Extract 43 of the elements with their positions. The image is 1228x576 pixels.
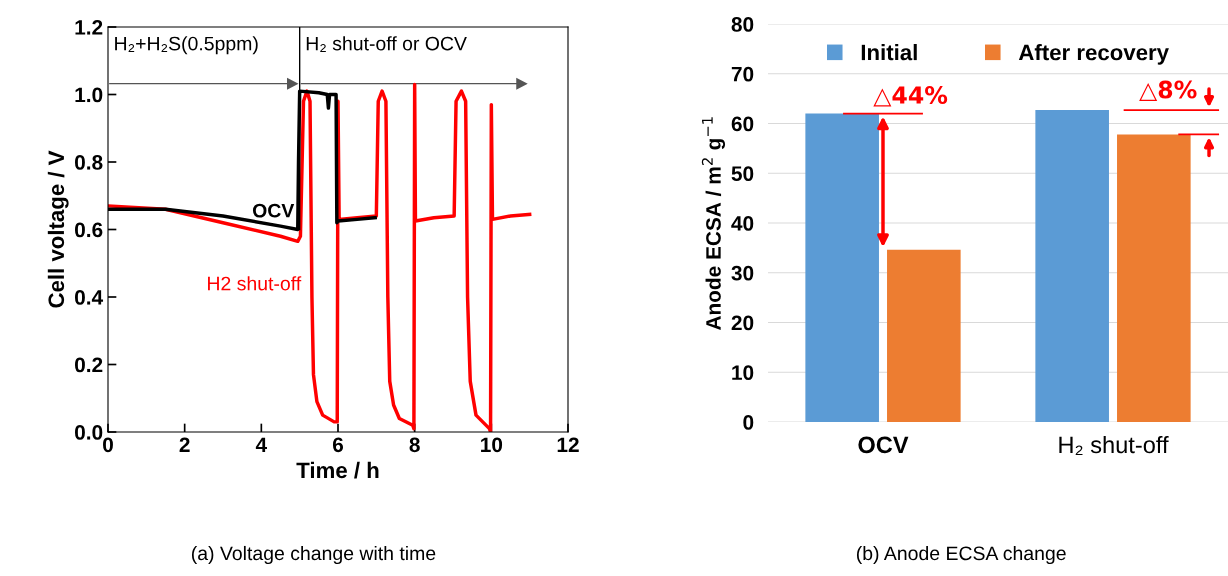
y-tick-label: 0.8 <box>75 155 103 170</box>
y-tick-label: 50 <box>731 166 754 181</box>
y-tick-label: 60 <box>731 116 754 132</box>
x-axis-title: Time / h <box>296 461 379 479</box>
x-tick-label: 10 <box>481 437 503 453</box>
bar <box>887 249 961 422</box>
y-tick-label: 10 <box>732 365 754 380</box>
annotation: H₂+H₂S(0.5ppm) <box>115 36 258 55</box>
series-label: H2 shut-off <box>208 276 302 291</box>
annotation: △8% <box>1139 80 1197 102</box>
text: (b) Anode ECSA change <box>856 545 1066 565</box>
y-tick-label: 0.4 <box>75 290 104 305</box>
legend-label: After recovery <box>1018 44 1169 65</box>
y-tick-label: 70 <box>731 66 754 82</box>
line-series <box>108 82 532 432</box>
y-tick-label: 1.0 <box>75 87 103 103</box>
y-tick-label: 0.6 <box>75 222 103 238</box>
bar <box>805 113 879 422</box>
x-tick-label: H₂ shut-off <box>1059 435 1169 456</box>
y-tick-label: 80 <box>731 17 754 32</box>
y-tick-label: 30 <box>731 265 754 281</box>
bar <box>1117 134 1191 422</box>
text: (a) Voltage change with time <box>191 545 436 565</box>
x-tick-label: OCV <box>858 436 909 454</box>
series-label: OCV <box>252 203 295 218</box>
y-tick-label: 0.0 <box>75 425 103 440</box>
y-tick-label: 0.2 <box>75 357 103 373</box>
y-tick-label: 20 <box>731 315 754 331</box>
x-tick-label: 0 <box>103 437 113 453</box>
x-tick-label: 4 <box>255 437 268 452</box>
annotation: H₂ shut-off or OCV <box>306 36 467 52</box>
y-tick-label: 1.2 <box>75 20 103 35</box>
y-tick-label: 40 <box>731 216 754 231</box>
y-axis-title: Anode ECSA / m$^{2}$ g$^{−1}$ <box>701 117 726 331</box>
legend-label: Initial <box>861 44 917 61</box>
annotation: △44% <box>873 86 948 107</box>
x-tick-label: 6 <box>332 437 344 453</box>
bar <box>1035 110 1109 422</box>
y-axis-title: Cell voltage / V <box>47 150 69 308</box>
x-tick-label: 8 <box>409 437 420 453</box>
x-tick-label: 2 <box>179 437 190 452</box>
x-tick-label: 12 <box>557 437 579 452</box>
y-tick-label: 0 <box>743 415 754 430</box>
